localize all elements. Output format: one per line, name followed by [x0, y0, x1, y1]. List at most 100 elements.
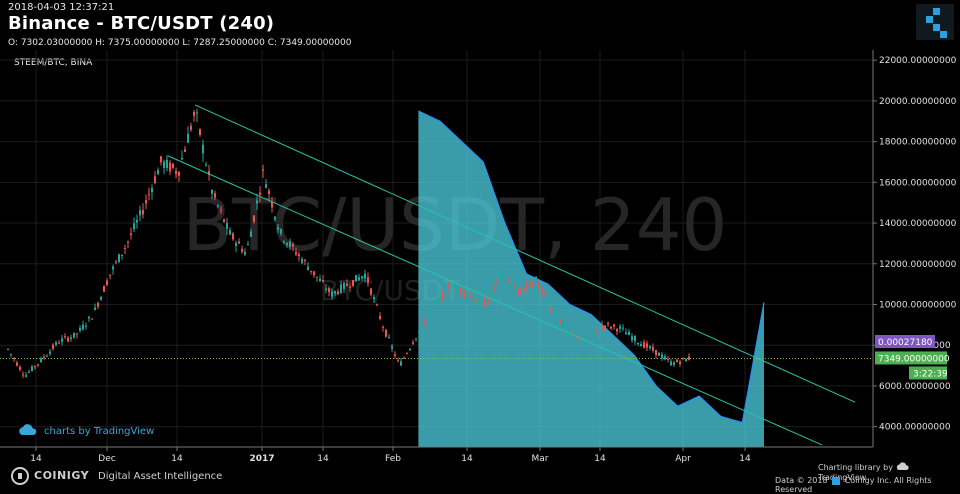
countdown-text: 3:22:39 [913, 369, 948, 379]
candle-body [307, 266, 309, 271]
candle-body [484, 300, 486, 308]
candle-body [103, 286, 105, 292]
candle-body [490, 289, 492, 294]
candle-body [499, 273, 501, 280]
footer-charting: Charting library by TradingView [818, 462, 960, 482]
candle-body [349, 286, 351, 288]
y-tick-label: 14000.00000000 [879, 219, 957, 229]
candle-body [319, 278, 321, 282]
candle-body [502, 271, 504, 274]
candle-body [193, 112, 195, 116]
candle-body [58, 342, 60, 344]
candle-body [649, 346, 651, 349]
candle-body [157, 170, 159, 175]
candle-body [520, 291, 522, 296]
candle-body [379, 315, 381, 319]
footer-tagline: Digital Asset Intelligence [98, 471, 223, 482]
candle-body [304, 259, 306, 261]
candle-body [295, 252, 297, 255]
candle-body [577, 336, 579, 339]
candle-body [613, 324, 615, 327]
candle-body [532, 282, 534, 284]
candle-body [178, 171, 180, 176]
candle-body [646, 343, 648, 348]
candle-body [523, 288, 525, 290]
candle-body [553, 311, 555, 315]
candle-body [676, 359, 678, 363]
candle-body [301, 259, 303, 263]
steem-line [418, 110, 765, 424]
x-tick-label: 14 [317, 454, 329, 464]
candle-body [313, 271, 315, 276]
candle-body [589, 337, 591, 339]
candle-body [268, 190, 270, 194]
candle-body [421, 323, 423, 325]
candle-body [121, 254, 123, 256]
candle-body [562, 320, 564, 326]
y-tick-label: 6000.00000000 [879, 382, 951, 392]
coinigy-logo-icon[interactable] [916, 4, 954, 40]
candle-body [223, 219, 225, 222]
x-tick-label: Feb [385, 454, 401, 464]
candle-body [655, 349, 657, 355]
overlay-symbol-label[interactable]: STEEM/BTC, BINA [14, 58, 93, 68]
candle-body [541, 288, 543, 296]
x-tick-label: 14 [594, 454, 606, 464]
candle-body [334, 291, 336, 294]
candle-body [283, 241, 285, 243]
candle-body [568, 328, 570, 333]
candle-body [550, 309, 552, 312]
candle-body [61, 338, 63, 342]
candle-body [247, 244, 249, 246]
candle-body [601, 324, 603, 327]
candle-body [322, 279, 324, 282]
candle-body [97, 303, 99, 307]
candle-body [430, 311, 432, 313]
candle-body [160, 156, 162, 163]
candle-body [667, 358, 669, 360]
candle-body [25, 375, 27, 377]
y-tick-label: 10000.00000000 [879, 300, 957, 310]
candle-body [127, 241, 129, 243]
candle-body [259, 192, 261, 195]
candle-body [451, 287, 453, 289]
candle-body [91, 318, 93, 320]
candle-body [298, 254, 300, 257]
chart-title: Binance - BTC/USDT (240) [8, 13, 275, 34]
candle-body [595, 330, 597, 332]
candle-body [151, 187, 153, 193]
candle-body [685, 358, 687, 362]
candle-body [280, 229, 282, 234]
candle-body [238, 241, 240, 244]
candle-body [478, 297, 480, 304]
candle-body [346, 283, 348, 286]
candle-body [466, 295, 468, 298]
footer-tv-text[interactable]: TradingView [818, 473, 867, 482]
candle-body [628, 331, 630, 336]
coinigy-footer-icon [10, 467, 30, 489]
price-chart[interactable]: BTC/USDT, 240 BTC/USDT 22000.00000000200… [0, 0, 960, 466]
candle-body [487, 299, 489, 302]
candle-body [415, 338, 417, 340]
candle-body [250, 231, 252, 237]
candle-body [46, 355, 48, 357]
candle-body [154, 176, 156, 183]
candle-body [22, 374, 24, 376]
candle-body [208, 171, 210, 176]
candle-body [265, 184, 267, 188]
y-tick-label: 16000.00000000 [879, 178, 957, 188]
candle-body [76, 333, 78, 335]
candle-body [391, 346, 393, 349]
candle-body [439, 296, 441, 301]
candle-body [403, 357, 405, 359]
candle-body [73, 332, 75, 338]
candle-body [163, 161, 165, 168]
price-axis: 22000.00000000 20000.00000000 18000.000000… [872, 50, 957, 447]
candle-body [340, 284, 342, 293]
candle-body [460, 288, 462, 294]
candle-body [13, 358, 15, 360]
candle-body [406, 353, 408, 355]
candle-body [55, 342, 57, 345]
candle-body [232, 233, 234, 240]
tradingview-badge[interactable]: charts by TradingView [18, 424, 154, 439]
